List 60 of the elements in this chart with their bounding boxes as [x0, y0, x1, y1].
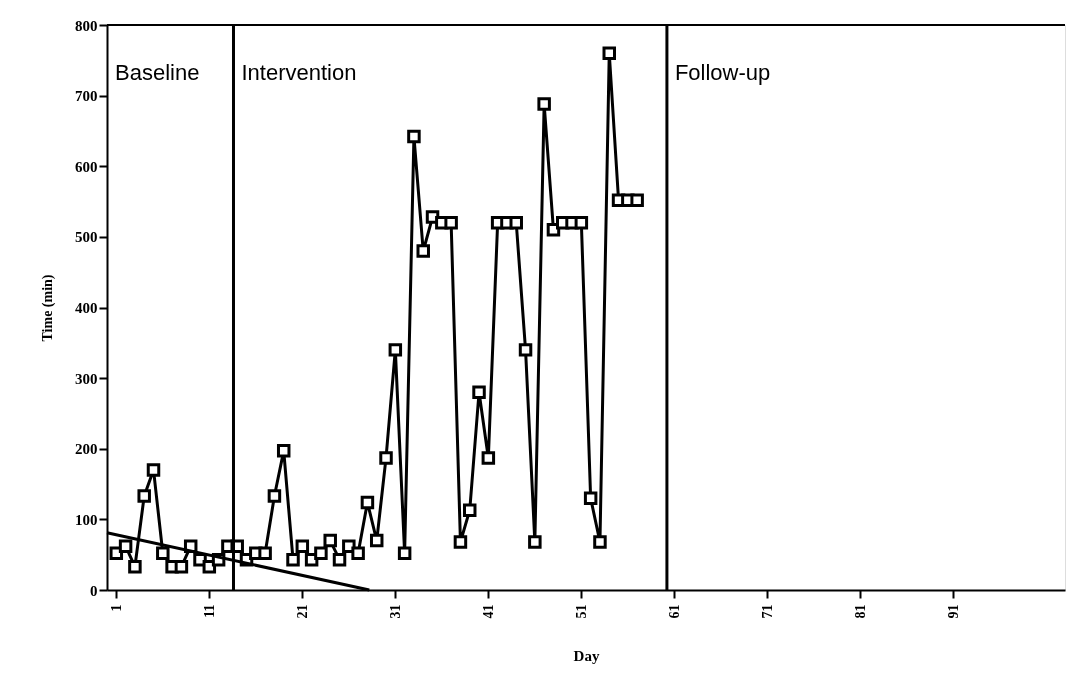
- point: [379, 451, 393, 465]
- y-tick-label: 600: [75, 158, 98, 175]
- y-tick-label: 300: [75, 370, 98, 387]
- point: [453, 535, 468, 549]
- point: [332, 552, 347, 567]
- x-tick-label: 91: [945, 604, 961, 619]
- point: [388, 343, 403, 357]
- point: [128, 559, 142, 574]
- x-axis-title: Day: [573, 647, 600, 664]
- y-tick-label: 200: [75, 441, 98, 458]
- point: [537, 97, 551, 111]
- point: [416, 244, 430, 258]
- point: [509, 216, 523, 230]
- point: [323, 533, 337, 548]
- x-tick-label: 51: [573, 604, 589, 619]
- point: [118, 539, 133, 553]
- point: [276, 444, 291, 458]
- point: [444, 216, 458, 230]
- point: [593, 535, 607, 549]
- point: [137, 489, 151, 503]
- point: [518, 343, 533, 357]
- x-tick-label: 21: [294, 604, 310, 619]
- y-tick-label: 500: [75, 229, 98, 246]
- point: [630, 193, 644, 207]
- point: [360, 495, 375, 510]
- x-tick-label: 81: [852, 604, 868, 619]
- point: [602, 46, 616, 60]
- point: [267, 489, 282, 503]
- x-tick-label: 41: [480, 604, 496, 619]
- point: [156, 546, 170, 561]
- annotation: Intervention: [241, 60, 357, 85]
- point: [528, 535, 542, 549]
- annotation: Follow-up: [674, 60, 771, 85]
- y-axis-title: Time (min): [40, 274, 56, 342]
- point: [397, 546, 412, 561]
- y-tick-label: 700: [75, 88, 98, 105]
- y-tick-label: 400: [75, 300, 98, 316]
- point: [472, 385, 486, 399]
- point: [574, 216, 589, 230]
- x-tick-label: 31: [387, 604, 403, 619]
- point: [481, 451, 496, 465]
- point: [407, 129, 421, 144]
- y-tick-label: 800: [75, 17, 98, 34]
- point: [146, 463, 161, 477]
- point: [174, 559, 189, 574]
- y-tick-label: 100: [75, 511, 98, 528]
- x-tick-label: 61: [666, 604, 682, 619]
- point: [295, 539, 310, 553]
- point: [314, 546, 328, 561]
- annotation: Baseline: [115, 60, 200, 85]
- point: [286, 552, 300, 567]
- x-tick-label: 1: [108, 604, 124, 612]
- x-tick-label: 11: [201, 604, 217, 618]
- point: [369, 533, 384, 548]
- y-tick-label: 0: [90, 582, 98, 599]
- point: [258, 546, 272, 561]
- x-tick-label: 71: [759, 604, 775, 619]
- point: [351, 546, 365, 561]
- point: [583, 491, 598, 505]
- point: [462, 503, 477, 517]
